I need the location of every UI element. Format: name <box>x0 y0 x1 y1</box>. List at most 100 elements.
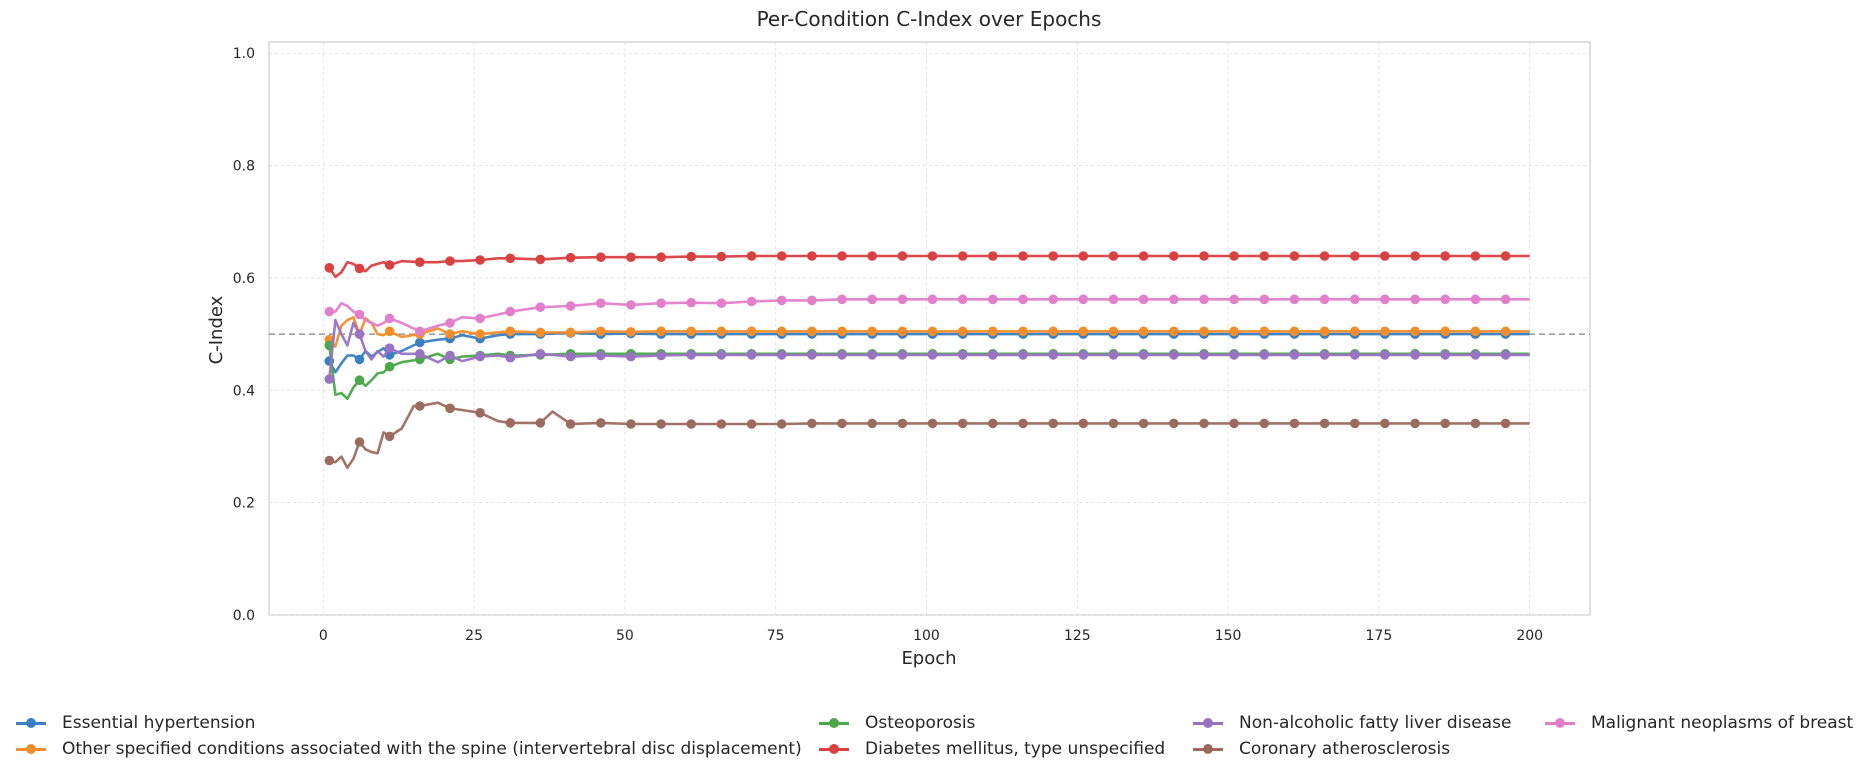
data-point <box>1138 418 1149 429</box>
data-point <box>1169 326 1179 337</box>
y-tick-label: 0.0 <box>233 608 255 624</box>
data-point <box>324 374 335 384</box>
data-point <box>957 326 968 337</box>
data-point <box>445 350 455 361</box>
data-point <box>686 326 696 337</box>
data-point <box>505 306 516 317</box>
data-point <box>1018 326 1028 337</box>
legend-item: Essential hypertension <box>16 713 255 733</box>
data-point <box>535 349 546 359</box>
data-point <box>1229 294 1239 305</box>
legend-label: Coronary atherosclerosis <box>1239 739 1451 759</box>
x-tick-label: 150 <box>1215 628 1242 644</box>
data-point <box>927 350 938 360</box>
data-point <box>1108 326 1119 337</box>
data-point <box>807 251 817 261</box>
data-point <box>1199 326 1209 337</box>
data-point <box>1108 418 1119 429</box>
data-point <box>1078 418 1089 429</box>
data-point <box>1500 350 1511 360</box>
data-point <box>565 419 576 429</box>
legend-label: Diabetes mellitus, type unspecified <box>865 739 1166 759</box>
data-point <box>776 350 787 360</box>
data-point <box>867 294 877 305</box>
data-point <box>867 350 877 360</box>
data-point <box>1259 418 1270 429</box>
data-point <box>384 260 395 270</box>
data-point <box>354 354 365 365</box>
data-point <box>1440 251 1450 261</box>
data-point <box>324 455 335 466</box>
data-point <box>837 350 847 360</box>
data-point <box>746 326 757 337</box>
data-point <box>1048 251 1058 261</box>
data-point <box>1380 418 1390 429</box>
data-point <box>354 437 365 447</box>
y-tick-label: 0.2 <box>233 496 255 512</box>
data-point <box>1319 294 1330 305</box>
data-point <box>1319 350 1330 360</box>
data-point <box>445 403 455 414</box>
data-point <box>807 295 817 306</box>
chart-title: Per-Condition C-Index over Epochs <box>757 7 1102 31</box>
data-point <box>535 254 546 265</box>
data-point <box>1048 326 1058 337</box>
data-point <box>1350 326 1360 337</box>
data-point <box>776 251 787 261</box>
data-point <box>1199 294 1209 305</box>
data-point <box>1018 251 1028 261</box>
data-point <box>475 408 485 418</box>
data-point <box>1229 418 1239 429</box>
data-point <box>415 337 425 348</box>
data-point <box>475 313 485 324</box>
y-tick-label: 0.8 <box>233 159 255 175</box>
legend-item: Osteoporosis <box>819 713 975 733</box>
data-point <box>807 418 817 429</box>
data-point <box>746 296 757 307</box>
data-point <box>596 326 606 337</box>
data-point <box>1048 294 1058 305</box>
data-point <box>656 298 666 309</box>
data-point <box>415 401 425 411</box>
legend: Essential hypertension Other specified co… <box>16 713 1858 769</box>
data-point <box>686 251 696 262</box>
data-point <box>776 326 787 337</box>
data-point <box>988 294 998 305</box>
data-point <box>897 294 908 305</box>
data-point <box>1470 326 1481 337</box>
data-point <box>505 418 516 428</box>
data-point <box>1319 251 1330 261</box>
data-point <box>716 326 727 337</box>
legend-swatch <box>819 742 849 756</box>
data-point <box>746 419 757 429</box>
legend-label: Other specified conditions associated wi… <box>62 739 802 759</box>
data-point <box>1229 326 1239 337</box>
data-point <box>1289 418 1300 429</box>
data-point <box>746 350 757 360</box>
data-point <box>988 350 998 360</box>
data-point <box>1350 294 1360 305</box>
legend-item: Coronary atherosclerosis <box>1193 739 1450 759</box>
data-point <box>505 326 516 337</box>
data-point <box>445 318 455 328</box>
data-point <box>1169 350 1179 360</box>
data-point <box>535 302 546 313</box>
data-point <box>1259 350 1270 360</box>
data-point <box>535 418 546 428</box>
data-point <box>1380 251 1390 261</box>
data-point <box>1199 350 1209 360</box>
data-point <box>776 295 787 306</box>
data-point <box>384 326 395 337</box>
data-point <box>596 298 606 309</box>
data-point <box>1259 326 1270 337</box>
data-point <box>897 350 908 360</box>
axis-ticks: 0 25 50 75 100 125 150 175 200 0.0 0.2 0.4 0.6 0.8 1.0 <box>233 46 1543 644</box>
legend-swatch <box>16 716 46 730</box>
data-point <box>988 326 998 337</box>
data-point <box>1470 251 1481 261</box>
legend-swatch <box>1193 716 1223 730</box>
data-point <box>1259 294 1270 305</box>
data-point <box>837 326 847 337</box>
data-point <box>897 418 908 429</box>
data-point <box>716 350 727 360</box>
